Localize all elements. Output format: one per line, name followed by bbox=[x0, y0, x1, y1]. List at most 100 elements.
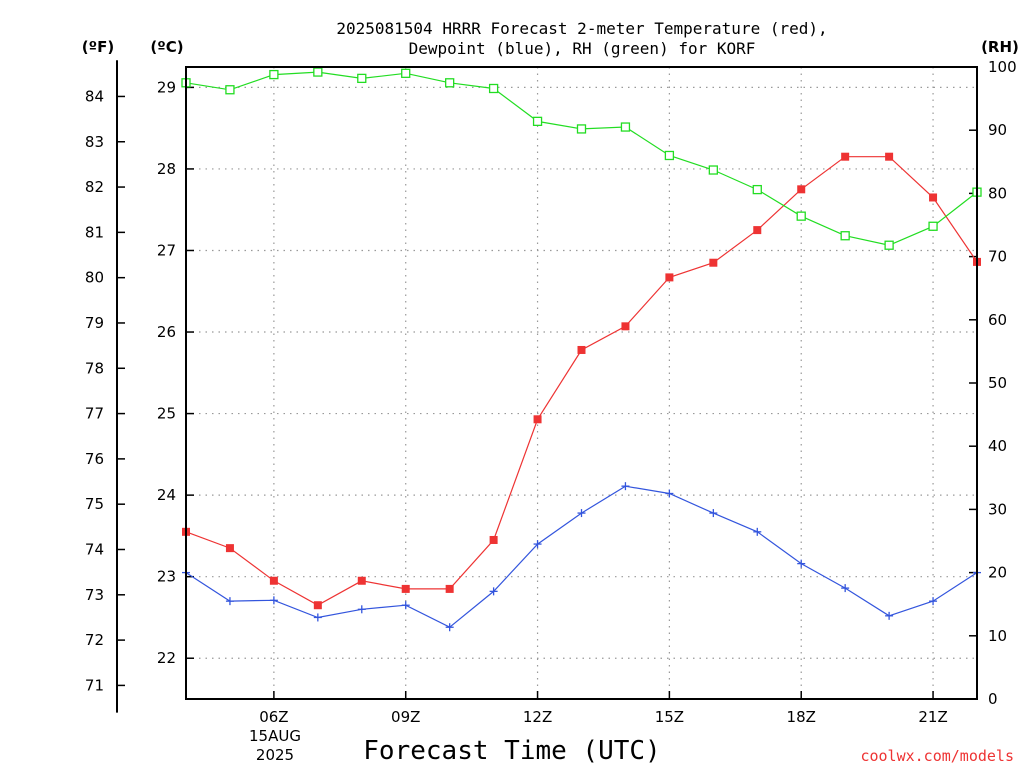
fahrenheit-tick-label: 76 bbox=[85, 450, 104, 468]
dewpoint-point bbox=[313, 613, 322, 622]
x-tick-label: 12Z bbox=[523, 708, 552, 726]
temperature-point bbox=[489, 535, 498, 544]
celsius-tick-label: 28 bbox=[157, 160, 176, 178]
temperature-point bbox=[665, 273, 674, 282]
rh-axis: 0 10 20 30 40 50 60 70 80 90 100 bbox=[969, 58, 1017, 708]
temperature-point bbox=[225, 544, 234, 553]
rh-point bbox=[928, 221, 938, 231]
rh-point bbox=[840, 231, 850, 241]
fahrenheit-tick-label: 80 bbox=[85, 269, 104, 287]
temperature-point bbox=[929, 193, 938, 202]
dewpoint-point bbox=[797, 559, 806, 568]
fahrenheit-tick-label: 73 bbox=[85, 586, 104, 604]
fahrenheit-tick-label: 75 bbox=[85, 495, 104, 513]
rh-series bbox=[181, 67, 982, 250]
rh-tick-label: 30 bbox=[988, 500, 1007, 518]
fahrenheit-tick-label: 83 bbox=[85, 133, 104, 151]
rh-tick-label: 40 bbox=[988, 437, 1007, 455]
celsius-tick-label: 26 bbox=[157, 323, 176, 341]
x-tick-label: 21Z bbox=[918, 708, 947, 726]
rh-tick-label: 50 bbox=[988, 374, 1007, 392]
temperature-series bbox=[182, 152, 981, 610]
dewpoint-series bbox=[182, 482, 981, 632]
temperature-line bbox=[185, 156, 978, 606]
dewpoint-point bbox=[269, 596, 278, 605]
dewpoint-point bbox=[357, 605, 366, 614]
rh-point bbox=[884, 240, 894, 250]
dewpoint-point bbox=[665, 489, 674, 498]
rh-tick-label: 90 bbox=[988, 121, 1007, 139]
x-tick-label: 18Z bbox=[787, 708, 816, 726]
x-axis: 06Z 09Z 12Z 15Z 18Z 21Z bbox=[259, 691, 948, 726]
fahrenheit-axis: 71 72 73 74 75 76 77 78 79 80 81 82 83 84 bbox=[85, 60, 125, 713]
temperature-point bbox=[885, 152, 894, 161]
fahrenheit-unit-label: (ºF) bbox=[82, 38, 114, 56]
date-label-day: 15AUG bbox=[249, 727, 301, 745]
rh-point bbox=[225, 85, 235, 95]
date-label-year: 2025 bbox=[256, 746, 294, 764]
temperature-point bbox=[753, 226, 762, 235]
dewpoint-point bbox=[401, 601, 410, 610]
chart-title-line-2: Dewpoint (blue), RH (green) for KORF bbox=[409, 39, 756, 58]
temperature-point bbox=[533, 415, 542, 424]
rh-point bbox=[532, 116, 543, 127]
rh-tick-label: 60 bbox=[988, 311, 1007, 329]
rh-tick-label: 0 bbox=[988, 690, 998, 708]
x-axis-title: Forecast Time (UTC) bbox=[363, 736, 660, 766]
fahrenheit-tick-label: 81 bbox=[85, 223, 104, 241]
rh-tick-label: 80 bbox=[988, 184, 1007, 202]
temperature-point bbox=[709, 258, 718, 267]
fahrenheit-tick-label: 72 bbox=[85, 631, 104, 649]
series-layer bbox=[181, 67, 982, 632]
temperature-point bbox=[841, 152, 850, 161]
x-tick-label: 09Z bbox=[391, 708, 420, 726]
chart-title-line-1: 2025081504 HRRR Forecast 2-meter Tempera… bbox=[336, 19, 827, 38]
rh-point bbox=[620, 122, 631, 132]
temperature-point bbox=[269, 576, 278, 585]
fahrenheit-tick-label: 74 bbox=[85, 540, 104, 558]
x-tick-label: 15Z bbox=[655, 708, 684, 726]
celsius-tick-label: 29 bbox=[157, 78, 176, 96]
rh-point bbox=[488, 83, 499, 94]
celsius-tick-label: 22 bbox=[157, 649, 176, 667]
fahrenheit-tick-label: 79 bbox=[85, 314, 104, 332]
celsius-tick-label: 24 bbox=[157, 486, 176, 504]
plot-frame bbox=[185, 66, 978, 700]
rh-point bbox=[357, 73, 367, 84]
rh-point bbox=[664, 150, 675, 161]
rh-point bbox=[445, 78, 455, 88]
dewpoint-point bbox=[489, 587, 498, 596]
rh-point bbox=[269, 69, 279, 80]
celsius-tick-label: 27 bbox=[157, 241, 176, 259]
rh-tick-label: 10 bbox=[988, 627, 1007, 645]
temperature-point bbox=[401, 584, 410, 593]
rh-line bbox=[185, 71, 978, 246]
temperature-point bbox=[357, 576, 366, 585]
rh-point bbox=[752, 184, 762, 195]
rh-point bbox=[708, 165, 718, 175]
grid-lines bbox=[186, 67, 977, 699]
temperature-point bbox=[313, 601, 322, 610]
temperature-point bbox=[445, 584, 454, 593]
rh-tick-label: 100 bbox=[988, 58, 1017, 76]
rh-point bbox=[401, 68, 411, 78]
celsius-unit-label: (ºC) bbox=[150, 38, 183, 56]
rh-unit-label: (RH) bbox=[981, 38, 1019, 56]
dewpoint-point bbox=[841, 584, 850, 593]
dewpoint-point bbox=[621, 482, 630, 491]
rh-point bbox=[313, 67, 323, 77]
dewpoint-point bbox=[225, 597, 234, 606]
fahrenheit-tick-label: 84 bbox=[85, 87, 104, 105]
fahrenheit-tick-label: 71 bbox=[85, 676, 104, 694]
celsius-tick-label: 25 bbox=[157, 405, 176, 423]
rh-tick-label: 20 bbox=[988, 564, 1007, 582]
temperature-point bbox=[577, 345, 586, 354]
celsius-axis: 22 23 24 25 26 27 28 29 bbox=[157, 78, 194, 667]
dewpoint-point bbox=[445, 623, 454, 632]
dewpoint-point bbox=[885, 611, 894, 620]
dewpoint-point bbox=[753, 527, 762, 536]
credit-label: coolwx.com/models bbox=[860, 747, 1014, 765]
celsius-tick-label: 23 bbox=[157, 568, 176, 586]
rh-point bbox=[576, 124, 587, 134]
